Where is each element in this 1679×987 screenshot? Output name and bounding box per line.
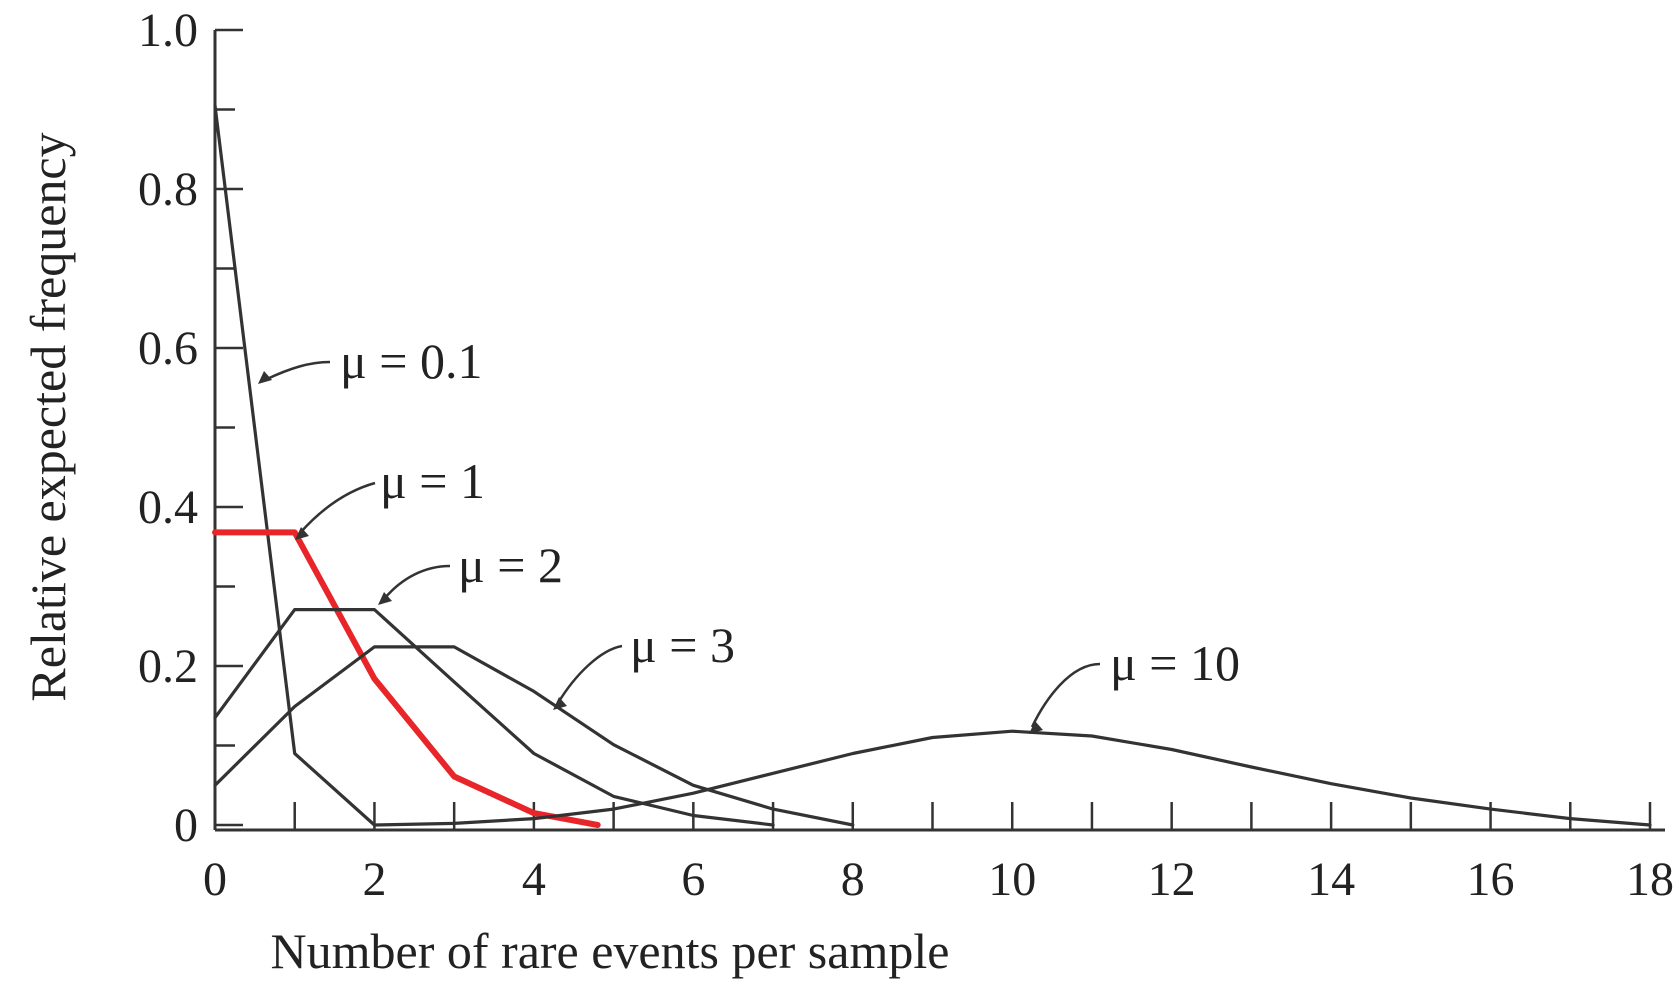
series-group <box>212 103 1652 828</box>
y-axis-label: Relative expected frequency <box>20 132 76 701</box>
series-annotation-label: μ = 0.1 <box>340 333 483 389</box>
arrowhead-icon <box>1029 721 1043 734</box>
y-ticks: 0 0.2 0.4 0.6 0.8 1.0 <box>138 4 243 852</box>
x-ticks: 0 2 4 6 8 10 12 14 16 18 <box>203 802 1674 906</box>
series-line-3 <box>213 645 855 827</box>
x-tick-label: 6 <box>681 853 705 906</box>
y-tick-label: 0.8 <box>138 163 198 216</box>
annotation-arrow <box>1030 662 1101 728</box>
annotation-arrow <box>299 481 376 534</box>
arrowhead-icon <box>378 592 392 605</box>
y-tick-label: 0.4 <box>138 481 198 534</box>
series-annotation-label: μ = 1 <box>380 453 485 509</box>
x-tick-label: 8 <box>841 853 865 906</box>
series-line-2 <box>213 607 775 827</box>
series-annotation-label: μ = 3 <box>630 617 735 673</box>
y-tick-label: 0.2 <box>138 640 198 693</box>
y-tick-label: 0 <box>174 799 198 852</box>
x-tick-label: 0 <box>203 853 227 906</box>
arrowhead-icon <box>258 371 272 384</box>
x-tick-label: 16 <box>1467 853 1515 906</box>
series-annotation-label: μ = 2 <box>458 537 563 593</box>
series-annotation-label: μ = 10 <box>1110 635 1240 691</box>
y-tick-label: 1.0 <box>138 4 198 57</box>
x-tick-label: 14 <box>1307 853 1355 906</box>
x-tick-label: 12 <box>1148 853 1196 906</box>
arrowhead-icon <box>295 527 309 540</box>
x-tick-label: 10 <box>988 853 1036 906</box>
annotation-arrow <box>556 644 623 704</box>
x-tick-label: 18 <box>1626 853 1674 906</box>
arrowhead-icon <box>553 697 567 710</box>
x-tick-label: 2 <box>362 853 386 906</box>
series-line-1 <box>212 529 601 828</box>
series-line-0 <box>213 103 376 827</box>
series-line-4 <box>372 729 1652 827</box>
annotation-arrow <box>384 564 451 599</box>
x-tick-label: 4 <box>522 853 546 906</box>
x-axis-label: Number of rare events per sample <box>271 923 950 979</box>
annotations: μ = 0.1 μ = 1 μ = 2 μ = 3 μ = 10 <box>258 333 1240 734</box>
y-tick-label: 0.6 <box>138 322 198 375</box>
axes <box>213 30 1665 832</box>
annotation-arrow <box>264 360 331 382</box>
